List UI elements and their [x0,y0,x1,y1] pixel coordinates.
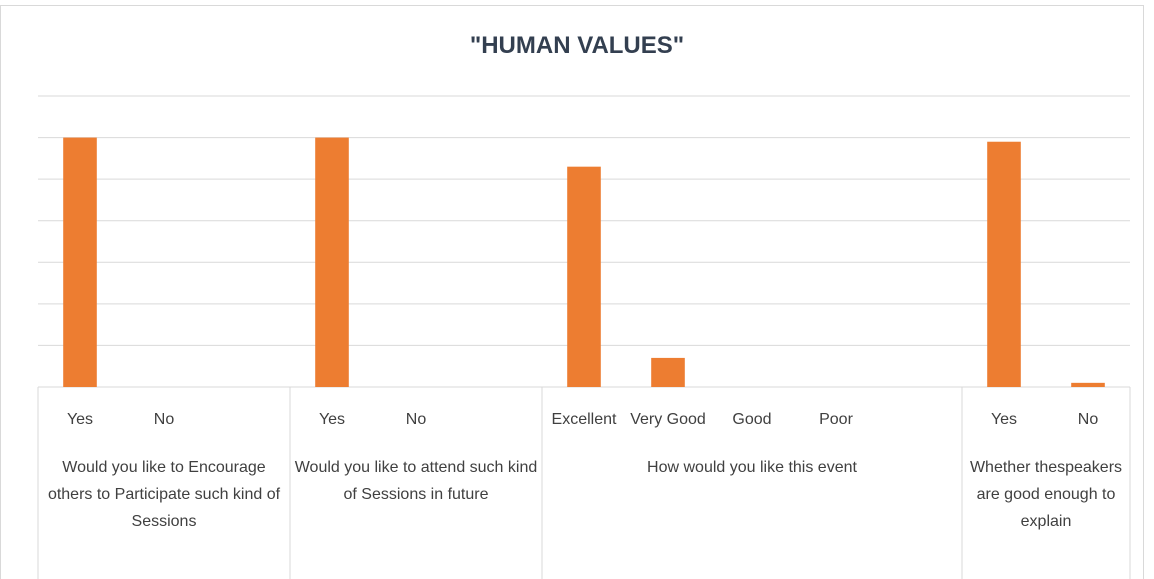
bar [987,141,1021,387]
x-tick-label: Poor [819,411,853,428]
bar [651,357,685,387]
bar [567,166,601,387]
group-label: Whether thespeakers are good enough to e… [969,459,1123,530]
x-tick-label: No [1077,411,1099,428]
chart-title: "HUMAN VALUES" [469,32,685,59]
bar [63,137,97,387]
x-tick-label: Yes [318,411,346,428]
group-label: Would you like to attend such kind of Se… [294,459,538,503]
x-tick-label: No [405,411,427,428]
x-tick-label: Yes [990,411,1018,428]
x-tick-label: Very Good [630,411,706,428]
chart-frame [0,5,1144,579]
x-tick-label: No [153,411,175,428]
group-label: Would you like to Encourage others to Pa… [47,459,281,530]
x-tick-label: Excellent [551,411,617,428]
bar [1071,382,1105,387]
group-label: How would you like this event [647,459,857,476]
x-tick-label: Yes [66,411,94,428]
bar [315,137,349,387]
x-tick-label: Good [732,411,772,428]
